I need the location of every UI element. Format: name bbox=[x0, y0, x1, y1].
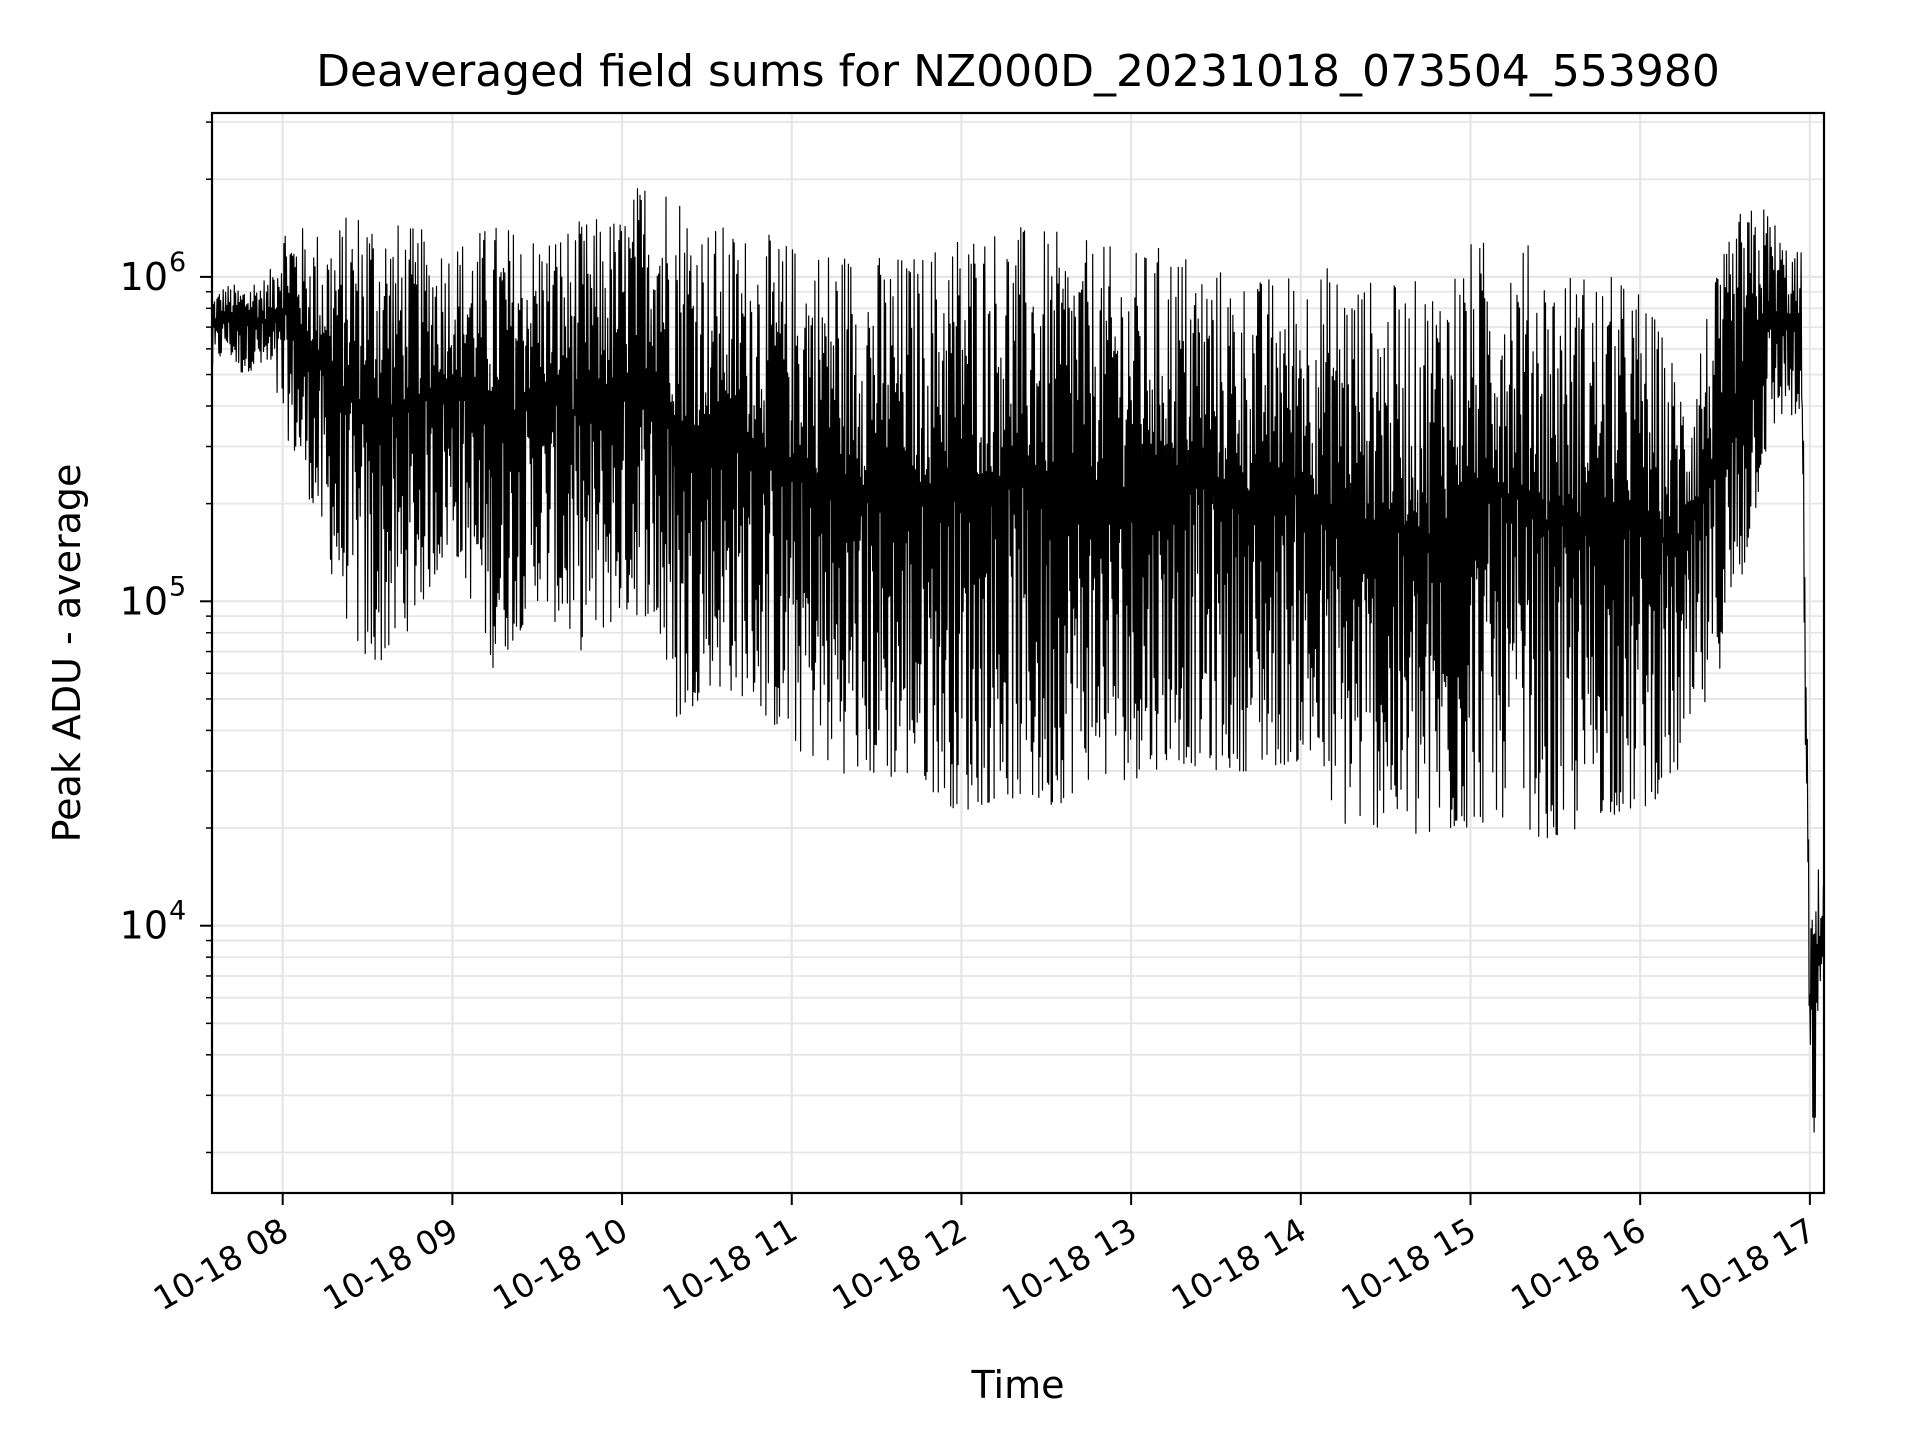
x-tick-label: 10-18 08 bbox=[147, 1210, 295, 1318]
x-axis-label: Time bbox=[971, 1363, 1065, 1407]
y-tick-label: 10 bbox=[120, 904, 168, 948]
x-tick-label: 10-18 09 bbox=[316, 1210, 464, 1318]
x-tick-label: 10-18 11 bbox=[656, 1210, 804, 1318]
x-tick-label: 10-18 15 bbox=[1334, 1210, 1482, 1318]
y-tick-label: 10 bbox=[120, 255, 168, 299]
y-tick-exponent: 5 bbox=[169, 571, 186, 602]
x-tick-label: 10-18 10 bbox=[486, 1210, 634, 1318]
x-tick-label: 10-18 17 bbox=[1674, 1210, 1822, 1318]
chart-title: Deaveraged field sums for NZ000D_2023101… bbox=[316, 46, 1720, 97]
x-tick-label: 10-18 13 bbox=[995, 1210, 1143, 1318]
series-line bbox=[211, 188, 1825, 1133]
y-axis-label: Peak ADU - average bbox=[45, 464, 89, 843]
x-tick-label: 10-18 16 bbox=[1504, 1210, 1652, 1318]
y-tick-exponent: 4 bbox=[169, 896, 186, 927]
x-tick-label: 10-18 14 bbox=[1165, 1210, 1313, 1318]
plot-frame bbox=[210, 111, 1826, 1195]
series-path bbox=[211, 188, 1825, 1133]
y-tick-exponent: 6 bbox=[169, 247, 186, 278]
x-tick-label: 10-18 12 bbox=[825, 1210, 973, 1318]
y-tick-label: 10 bbox=[120, 579, 168, 623]
